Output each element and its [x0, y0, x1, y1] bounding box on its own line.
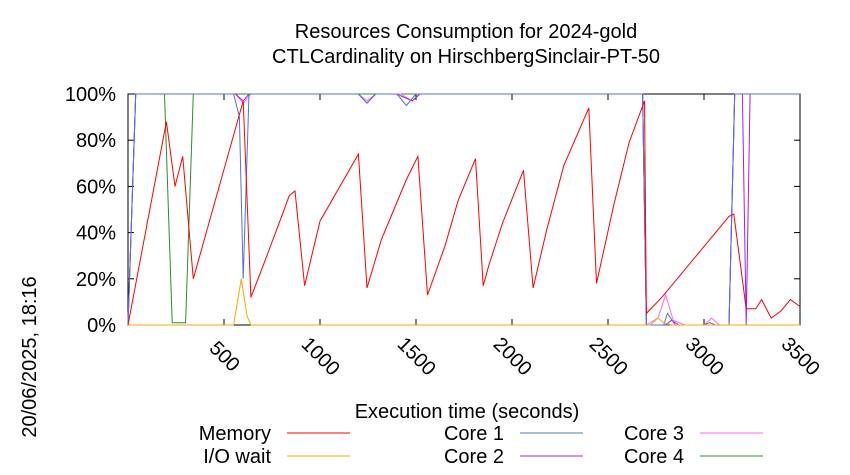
series-line-i-o-wait [128, 278, 800, 326]
plot-frame [127, 93, 801, 326]
series-line-core-1 [127, 93, 800, 326]
y-tick-label: 80% [76, 130, 116, 152]
x-tick-label: 3000 [681, 333, 728, 380]
series-line-core-4 [127, 93, 800, 326]
chart-subtitle: CTLCardinality on HirschbergSinclair-PT-… [272, 46, 660, 68]
y-tick-label: 0% [87, 315, 116, 337]
legend-label-core-4: Core 4 [624, 446, 684, 468]
legend-label-core-2: Core 2 [444, 446, 504, 468]
legend-label-core-3: Core 3 [624, 423, 684, 445]
series-line-memory [127, 100, 801, 326]
side-timestamp: 20/06/2025, 18:16 [19, 276, 41, 437]
axes [127, 93, 801, 326]
x-axis-label: Execution time (seconds) [355, 401, 580, 423]
legend-label-core-1: Core 1 [444, 423, 504, 445]
x-tick-label: 2000 [489, 333, 536, 380]
tick-labels: 0% 20% 40% 60% 80% 100% 500 1000 1500 2000 2500 300… [65, 84, 824, 380]
x-tick-label: 1500 [393, 333, 440, 380]
series-line-core-3 [127, 93, 800, 326]
y-tick-label: 20% [76, 269, 116, 291]
y-tick-label: 60% [76, 176, 116, 198]
x-tick-label: 1000 [297, 333, 344, 380]
legend-label-i-o-wait: I/O wait [203, 446, 271, 468]
chart-title: Resources Consumption for 2024-gold [295, 21, 637, 43]
legend-label-memory: Memory [199, 423, 271, 445]
x-tick-label: 2500 [585, 333, 632, 380]
x-tick-label: 3500 [777, 333, 824, 380]
y-tick-label: 40% [76, 223, 116, 245]
series-line-core-2 [127, 93, 800, 326]
x-tick-label: 500 [205, 337, 244, 376]
y-tick-label: 100% [65, 84, 116, 106]
series-layer [127, 93, 801, 326]
